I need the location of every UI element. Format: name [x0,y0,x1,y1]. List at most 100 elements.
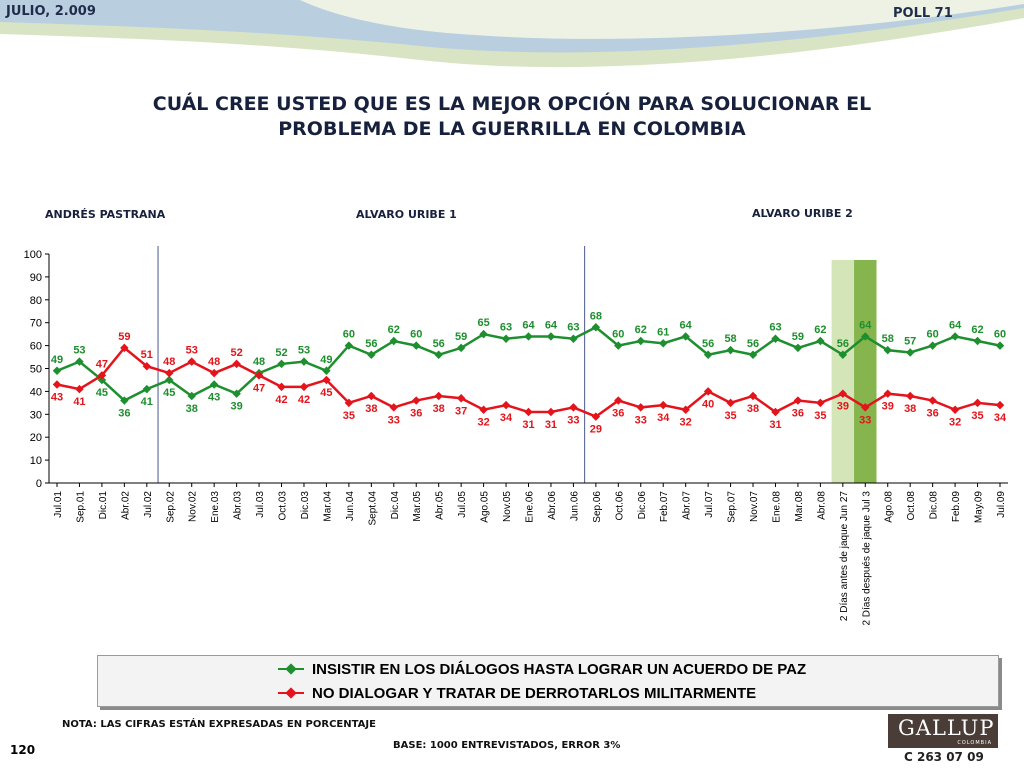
series-1-data-label: 63 [500,322,512,334]
series-2-point [501,400,511,410]
series-1-data-label: 65 [477,317,489,329]
x-tick-label: Mar.04 [322,491,333,522]
chart-legend: INSISTIR EN LOS DIÁLOGOS HASTA LOGRAR UN… [97,655,999,707]
series-1-data-label: 60 [410,329,422,341]
series-1-data-label: 57 [904,335,916,347]
series-2-point [771,407,780,417]
series-1-data-label: 60 [994,329,1006,341]
series-2-point [299,382,309,392]
sample-base: BASE: 1000 ENTREVISTADOS, ERROR 3% [393,740,621,751]
x-tick-label: Dic.04 [390,491,401,520]
series-1-point [277,359,286,369]
series-2-data-label: 32 [680,417,692,429]
series-1-data-label: 39 [230,401,242,413]
series-2-data-label: 36 [410,408,422,420]
series-1-data-label: 58 [724,333,736,345]
series-1-point [973,336,982,346]
series-2-point [726,398,735,408]
series-2-point [277,382,286,392]
legend-key-red-icon [278,688,304,698]
highlight-band [831,260,855,483]
series-2-point [569,403,578,412]
series-2-data-label: 42 [275,394,287,406]
series-2-data-label: 31 [769,419,781,431]
series-1-point [389,336,399,346]
series-2-point [165,368,174,378]
series-1-point [479,329,488,339]
series-2-point [479,405,488,414]
chart-title-line1: CUÁL CREE USTED QUE ES LA MEJOR OPCIÓN P… [152,93,872,115]
series-1-point [187,391,196,401]
series-2-point [950,405,960,414]
series-1-point [165,375,174,385]
series-1-data-label: 60 [612,329,624,341]
series-2-data-label: 35 [343,410,355,422]
series-2-data-label: 34 [500,412,513,424]
x-tick-label: Dic.01 [98,491,109,520]
x-tick-label: Nov.05 [502,491,513,522]
y-tick-label: 60 [30,341,42,353]
x-tick-label: Dic.06 [637,491,648,520]
series-1-point [524,332,533,341]
x-tick-label: 2 Días después de jaque Jul 3 [861,491,872,626]
series-2-data-label: 36 [792,408,804,420]
series-1-data-label: 56 [365,338,377,350]
x-tick-label: Abr.06 [547,491,558,520]
x-tick-label: Ene.06 [525,491,536,523]
series-1-point [703,350,713,360]
series-1-point [569,334,578,343]
series-2-data-label: 34 [994,412,1007,424]
series-2-point [232,359,241,369]
series-1-data-label: 63 [567,322,579,334]
series-1-point [861,332,870,341]
series-2-data-label: 38 [433,403,445,415]
series-2-point [142,361,152,371]
logo-subtext: COLOMBIA [957,740,992,746]
series-2-data-label: 37 [455,405,467,417]
series-1-point [614,341,623,350]
x-tick-label: Dic.03 [300,491,311,520]
series-2-point [254,371,264,380]
series-2-point [322,375,331,385]
series-2-data-label: 42 [298,394,310,406]
series-1-data-label: 64 [545,319,558,331]
series-2-point [187,357,196,366]
x-tick-label: Sep.06 [592,491,603,523]
series-2-data-label: 48 [208,356,220,368]
x-tick-label: Abr.05 [435,491,446,520]
series-1-data-label: 45 [96,387,108,399]
series-1-point [232,389,241,398]
series-2-data-label: 48 [163,356,175,368]
series-1-data-label: 49 [320,354,332,366]
series-1-data-label: 48 [253,356,265,368]
x-tick-label: Feb.09 [951,491,962,523]
series-2-point [703,387,713,396]
x-tick-label: Ene.03 [210,491,221,523]
x-tick-label: Sep.02 [165,491,176,523]
series-2-point [591,412,601,421]
series-2-point [995,400,1005,410]
x-tick-label: Nov.02 [188,491,199,522]
series-2-data-label: 39 [882,401,894,413]
series-2-point [209,368,219,378]
series-1-point [748,350,758,360]
period-label-uribe2: ALVARO URIBE 2 [752,207,853,220]
series-2-data-label: 51 [141,349,153,361]
series-1-data-label: 61 [657,326,669,338]
x-tick-label: Abr.03 [233,491,244,520]
series-1-data-label: 56 [702,338,714,350]
series-1-point [411,341,421,350]
series-1-data-label: 38 [186,403,198,415]
series-2-data-label: 36 [612,408,624,420]
x-tick-label: Oct.03 [278,491,289,521]
series-1-point [344,341,354,350]
x-tick-label: May.09 [974,491,985,523]
series-1-point [591,323,601,332]
x-tick-label: Mar.05 [412,491,423,522]
series-1-point [456,343,466,353]
series-1-data-label: 62 [814,324,826,336]
y-tick-label: 70 [30,318,42,330]
series-1-point [905,348,915,357]
series-2-data-label: 33 [567,414,579,426]
legend-label-military: NO DIALOGAR Y TRATAR DE DERROTARLOS MILI… [312,684,757,702]
